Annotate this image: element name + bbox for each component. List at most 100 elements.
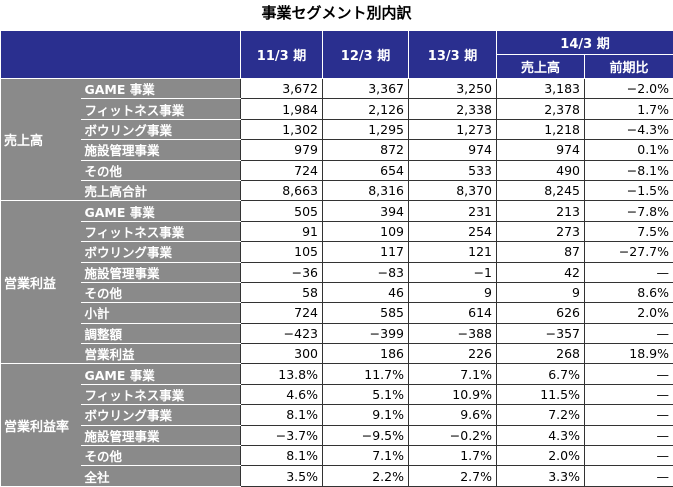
page-title: 事業セグメント別内訳: [261, 4, 412, 22]
value-cell: −27.7%: [583, 241, 673, 263]
value-cell: 3,250: [408, 77, 497, 100]
value-cell: 213: [496, 200, 585, 222]
value-cell: 2.7%: [408, 465, 497, 487]
value-cell: 7.2%: [496, 404, 585, 426]
value-cell: 117: [322, 241, 409, 263]
value-cell: 46: [322, 281, 409, 304]
value-cell: 10.9%: [408, 383, 497, 406]
group-label: 売上高: [0, 77, 81, 202]
value-cell: 8.1%: [240, 404, 323, 426]
value-cell: 979: [240, 139, 323, 161]
value-cell: −2.0%: [583, 77, 673, 100]
value-cell: —: [583, 322, 673, 345]
row-label: 営業利益: [80, 343, 241, 365]
table-row: フィットネス事業 4.6% 5.1% 10.9% 11.5% —: [1, 383, 673, 406]
value-cell: 8,316: [322, 179, 409, 202]
value-cell: 2,338: [408, 98, 497, 120]
value-cell: 1,273: [408, 118, 497, 141]
table-row: 営業利益率 GAME 事業 13.8% 11.7% 7.1% 6.7% —: [0, 363, 673, 487]
value-cell: 58: [240, 281, 323, 304]
value-cell: −399: [322, 322, 409, 345]
value-cell: 654: [322, 159, 409, 181]
value-cell: −0.2%: [408, 424, 497, 447]
value-cell: −7.8%: [583, 200, 673, 222]
value-cell: 974: [496, 139, 585, 161]
header-yoy: 前期比: [583, 54, 673, 79]
table-row: その他 724 654 533 490 −8.1%: [1, 159, 673, 181]
value-cell: 1,984: [240, 98, 323, 120]
table-row: ボウリング事業 8.1% 9.1% 9.6% 7.2% —: [1, 404, 673, 426]
value-cell: —: [583, 363, 673, 385]
row-label: 調整額: [80, 323, 241, 345]
value-cell: 18.9%: [583, 343, 673, 365]
value-cell: 8.1%: [240, 445, 323, 467]
value-cell: 254: [408, 220, 497, 243]
table-row: 小計 724 585 614 626 2.0%: [1, 302, 673, 324]
value-cell: 9.1%: [322, 404, 409, 426]
value-cell: 2.0%: [496, 445, 585, 467]
value-cell: 8.6%: [583, 281, 673, 304]
row-label: フィットネス事業: [80, 384, 241, 406]
value-cell: 3,367: [322, 77, 409, 100]
value-cell: −388: [408, 322, 497, 345]
table-row: 売上高合計 8,663 8,316 8,370 8,245 −1.5%: [1, 179, 673, 202]
row-label: 全社: [80, 465, 241, 487]
table-row: 営業利益 300 186 226 268 18.9%: [1, 343, 673, 365]
header-blank: [0, 30, 241, 79]
value-cell: −83: [322, 261, 409, 283]
value-cell: 3,672: [240, 77, 323, 100]
row-label: ボウリング事業: [80, 404, 241, 426]
table-row: 施設管理事業 −36 −83 −1 42—: [1, 261, 673, 283]
value-cell: 5.1%: [322, 383, 409, 406]
row-label: ボウリング事業: [80, 119, 241, 141]
value-cell: −3.7%: [240, 424, 323, 447]
value-cell: 186: [322, 343, 409, 365]
header-period: 13/3 期: [408, 30, 497, 79]
value-cell: −1.5%: [583, 179, 673, 202]
value-cell: 9: [496, 281, 585, 304]
value-cell: 7.1%: [322, 445, 409, 467]
row-label: 施設管理事業: [80, 425, 241, 447]
table-row: 施設管理事業 −3.7% −9.5% −0.2% 4.3% —: [1, 424, 673, 447]
row-label: ボウリング事業: [80, 241, 241, 263]
value-cell: 626: [496, 302, 585, 324]
group-label: 営業利益率: [0, 363, 81, 487]
value-cell: 9.6%: [408, 404, 497, 426]
value-cell: 3,183: [496, 77, 585, 100]
value-cell: −423: [240, 322, 323, 345]
value-cell: 9: [408, 281, 497, 304]
value-cell: 0.1%: [583, 139, 673, 161]
value-cell: −36: [240, 261, 323, 283]
value-cell: 2,378: [496, 98, 585, 120]
value-cell: 8,370: [408, 179, 497, 202]
value-cell: 394: [322, 200, 409, 222]
value-cell: 6.7%: [496, 363, 585, 385]
value-cell: 533: [408, 159, 497, 181]
table-row: その他 58 46 9 9 8.6%: [1, 281, 673, 304]
table-row: 売上高 GAME 事業 3,672 3,367 3,250 3,183 −2.0%: [0, 77, 673, 202]
table-row: ボウリング事業 1,302 1,295 1,273 1,218 −4.3%: [1, 118, 673, 141]
value-cell: 2,126: [322, 98, 409, 120]
value-cell: 273: [496, 220, 585, 243]
table-row: フィットネス事業 1,984 2,126 2,338 2,378 1.7%: [1, 98, 673, 120]
value-cell: 13.8%: [240, 363, 323, 385]
row-label: フィットネス事業: [80, 221, 241, 243]
row-label: フィットネス事業: [80, 98, 241, 120]
header-sales: 売上高: [496, 54, 585, 79]
value-cell: 724: [240, 302, 323, 324]
table-row: ボウリング事業 105 117 121 87 −27.7%: [1, 241, 673, 263]
value-cell: 505: [240, 200, 323, 222]
table-row: 営業利益 GAME 事業 505 394 231 213 −7.8%: [0, 200, 673, 365]
value-cell: 614: [408, 302, 497, 324]
value-cell: 585: [322, 302, 409, 324]
value-cell: 2.2%: [322, 465, 409, 487]
value-cell: 7.5%: [583, 220, 673, 243]
value-cell: 2.0%: [583, 302, 673, 324]
header-period: 11/3 期: [240, 30, 323, 79]
value-cell: 1,302: [240, 118, 323, 141]
group-label: 営業利益: [0, 200, 81, 365]
row-label: その他: [80, 445, 241, 467]
value-cell: 1.7%: [408, 445, 497, 467]
value-cell: 7.1%: [408, 363, 497, 385]
table-row: フィットネス事業 91 109 254 273 7.5%: [1, 220, 673, 243]
